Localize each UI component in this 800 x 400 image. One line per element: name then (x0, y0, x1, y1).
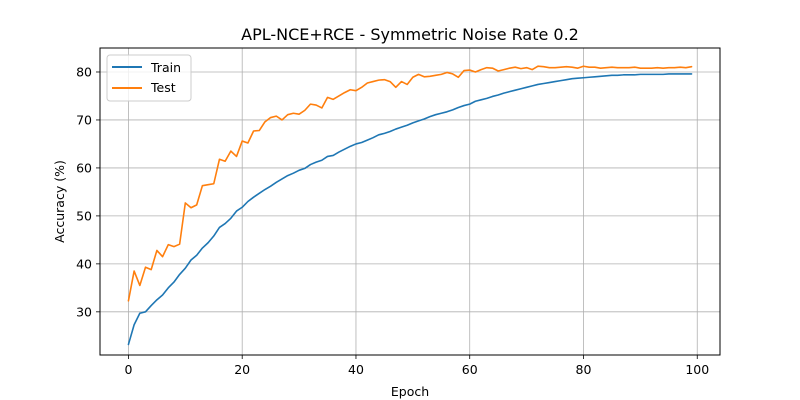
y-tick-label: 30 (76, 304, 92, 319)
x-tick-label: 60 (462, 362, 478, 377)
y-tick-label: 80 (76, 64, 92, 79)
x-tick-label: 100 (685, 362, 709, 377)
plot-lines (127, 65, 693, 346)
y-axis-label: Accuracy (%) (52, 160, 67, 243)
legend-test-label: Test (150, 80, 176, 95)
y-tick-label: 50 (76, 208, 92, 223)
axes-frame (99, 47, 721, 356)
x-tick-label: 40 (348, 362, 364, 377)
y-axis-ticks: 30 40 50 60 70 80 (76, 64, 100, 319)
legend: Train Test (106, 54, 192, 102)
x-tick-label: 0 (124, 362, 132, 377)
y-tick-label: 70 (76, 112, 92, 127)
legend-train-label: Train (150, 60, 181, 75)
grid-lines (100, 48, 720, 355)
x-axis-label: Epoch (391, 384, 429, 399)
x-tick-label: 20 (234, 362, 250, 377)
y-tick-label: 40 (76, 256, 92, 271)
series-line-train (127, 73, 693, 346)
x-tick-label: 80 (576, 362, 592, 377)
chart-title: APL-NCE+RCE - Symmetric Noise Rate 0.2 (241, 25, 579, 44)
series-line-test (127, 65, 693, 302)
y-tick-label: 60 (76, 160, 92, 175)
x-axis-ticks: 0 20 40 60 80 100 (124, 355, 709, 377)
